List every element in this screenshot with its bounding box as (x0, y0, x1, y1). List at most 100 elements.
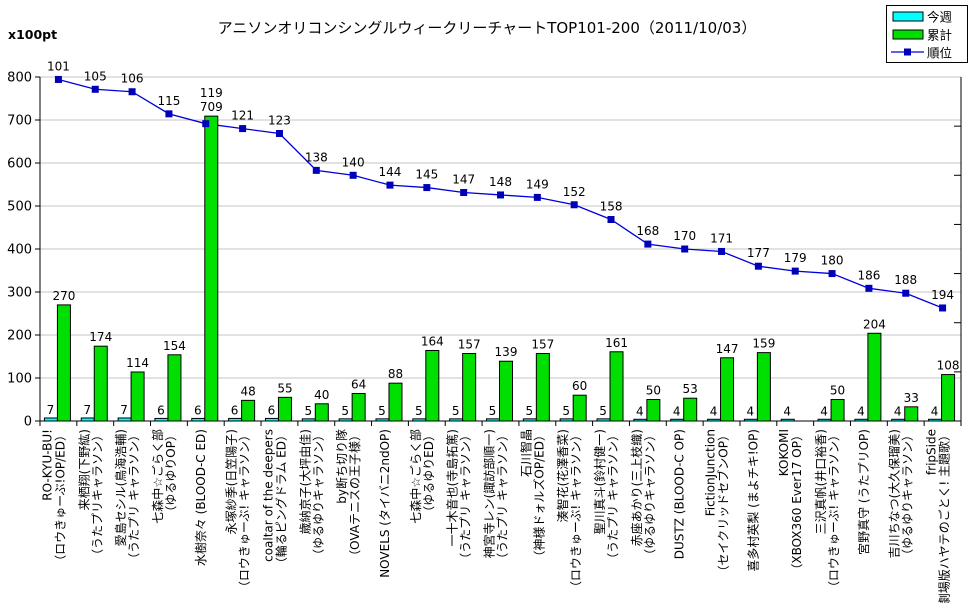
category-label: FictionJunction (704, 429, 718, 516)
category-label: 神宮寺レン(諏訪部順一) (482, 429, 497, 558)
rank-marker (386, 181, 394, 189)
rank-value-label: 115 (157, 94, 180, 108)
legend: 今週 累計 順位 (886, 5, 968, 63)
cumulative-bar (867, 332, 882, 422)
weekly-value-label: 4 (931, 404, 939, 418)
category-sublabel: （神様ドォルズOP/ED） (531, 429, 546, 563)
cumulative-bar (93, 345, 108, 422)
cumulative-bar (167, 354, 182, 422)
y-axis-tick-label: 700 (7, 114, 32, 129)
cumulative-bar (499, 360, 513, 422)
category-sublabel: （うたプリ キャラソン） (459, 429, 473, 565)
y-axis-tick-label: 200 (7, 329, 32, 344)
rank-marker (570, 201, 578, 209)
category-sublabel: （ロウきゅーぶ! キャラソン） (238, 429, 252, 593)
weekly-bar (412, 418, 427, 422)
rank-marker (497, 191, 504, 199)
cumulative-value-label: 60 (572, 379, 587, 393)
cumulative-bar (314, 403, 329, 422)
weekly-value-label: 4 (747, 404, 755, 418)
rank-value-label: 121 (231, 109, 254, 123)
rank-value-label: 188 (894, 273, 917, 287)
cumulative-value-label: 40 (314, 388, 329, 402)
category-label: 永塚紗季(日笠陽子) (224, 429, 239, 534)
y-axis-tick-label: 600 (7, 157, 32, 172)
category-sublabel: （うたプリ キャラソン） (606, 429, 620, 565)
category-label: 喜多村英梨 (まよチキ!OP) (746, 429, 760, 572)
rank-marker (460, 188, 468, 196)
weekly-value-label: 4 (894, 404, 902, 418)
category-label: 石川智晶 (518, 429, 533, 477)
cumulative-value-label: 33 (904, 391, 919, 405)
y-axis-tick-label: 800 (7, 71, 32, 86)
cumulative-value-label: 174 (89, 330, 112, 344)
category-label: 宮野真守 (うたプリOP) (856, 429, 871, 555)
legend-label-rank: 順位 (927, 46, 952, 61)
cumulative-value-label: 157 (531, 337, 554, 351)
weekly-bar (301, 418, 316, 422)
category-label: 愛島セシル(鳥海浩輔) (113, 429, 128, 546)
rank-marker (939, 304, 947, 312)
rank-marker (91, 85, 99, 93)
cumulative-value-label: 270 (52, 289, 75, 303)
rank-value-label: 119 (200, 86, 223, 100)
weekly-bar (522, 418, 537, 422)
rank-marker (681, 245, 689, 253)
category-label: 湊智花(花澤香菜) (555, 429, 570, 522)
weekly-bar (854, 418, 869, 422)
category-label: 水樹奈々 (BLOOD-C ED) (194, 429, 208, 566)
rank-value-label: 144 (379, 165, 402, 179)
weekly-value-label: 7 (47, 403, 55, 417)
cumulative-value-label: 50 (646, 384, 661, 398)
category-label: 歳納京子(大坪由佳) (298, 429, 312, 534)
weekly-value-label: 5 (562, 404, 570, 418)
rank-value-label: 168 (636, 224, 659, 238)
weekly-bar (264, 417, 279, 422)
rank-marker (644, 240, 652, 248)
rank-marker (312, 166, 320, 174)
rank-marker (349, 171, 357, 179)
rank-marker (902, 289, 910, 297)
legend-swatch-weekly (892, 11, 924, 22)
cumulative-value-label: 709 (200, 100, 223, 114)
cumulative-value-label: 50 (830, 384, 845, 398)
cumulative-bar (572, 394, 587, 422)
category-sublabel: （ゆるゆりED） (422, 429, 436, 518)
weekly-value-label: 5 (304, 404, 312, 418)
rank-marker (202, 120, 210, 128)
weekly-value-label: 7 (120, 403, 128, 417)
category-label: 聖川真斗(鈴村健一) (592, 429, 607, 534)
cumulative-bar (388, 382, 403, 422)
cumulative-bar (720, 357, 735, 422)
weekly-bar (559, 418, 574, 422)
cumulative-bar (241, 399, 256, 422)
weekly-bar (117, 417, 132, 422)
weekly-bar (338, 418, 353, 422)
rank-marker (791, 267, 799, 275)
weekly-bar (817, 418, 832, 422)
legend-marker-rank (904, 48, 911, 56)
cumulative-bar (56, 304, 71, 422)
cumulative-bar (425, 349, 440, 422)
cumulative-bar (609, 351, 624, 422)
cumulative-bar (941, 374, 956, 422)
y-axis-tick-label: 300 (7, 286, 32, 301)
weekly-value-label: 6 (231, 403, 239, 417)
category-sublabel: （XBOX360 Ever17 OP） (790, 429, 804, 576)
weekly-value-label: 5 (415, 404, 423, 418)
weekly-bar (43, 417, 58, 422)
legend-swatch-cumulative (892, 29, 924, 40)
category-sublabel: （ロウきゅーぶ! キャラソン） (569, 429, 583, 593)
rank-value-label: 170 (673, 229, 696, 243)
category-label: KOKOMI (777, 429, 791, 476)
category-label: RO-KYU-BU! (40, 429, 54, 501)
category-sublabel: （ゆるゆりキャラソン） (311, 429, 325, 561)
rank-value-label: 123 (268, 114, 291, 128)
rank-value-label: 145 (415, 168, 438, 182)
weekly-bar (449, 418, 464, 422)
rank-value-label: 171 (710, 231, 733, 245)
cumulative-value-label: 55 (277, 381, 292, 395)
y-axis-tick-label: 100 (7, 372, 32, 387)
cumulative-bar (683, 397, 698, 422)
